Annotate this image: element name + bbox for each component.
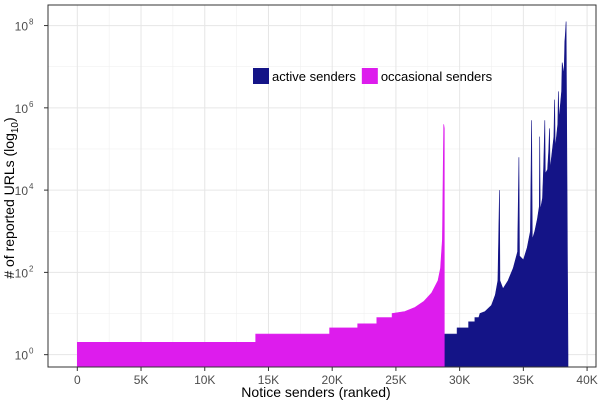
series-area-0 (444, 21, 569, 368)
x-tick-label: 35K (513, 373, 534, 387)
x-tick-label: 15K (258, 373, 279, 387)
y-tick-label: 10 (15, 102, 29, 116)
y-axis-label-subscript: 10 (10, 122, 21, 134)
legend-label-0: active senders (272, 69, 356, 84)
y-tick-exponent: 0 (29, 347, 34, 356)
x-axis-label: Notice senders (ranked) (241, 384, 390, 400)
x-tick-label: 40K (576, 373, 597, 387)
y-axis-label-end: ) (1, 117, 17, 122)
y-tick-exponent: 4 (29, 182, 34, 191)
y-tick-exponent: 2 (29, 264, 34, 273)
y-tick-label: 10 (15, 266, 29, 280)
legend-swatch-1 (361, 68, 378, 84)
series-area-1 (77, 124, 445, 368)
x-tick-label: 20K (322, 373, 343, 387)
y-tick-exponent: 6 (29, 100, 34, 109)
legend-label-1: occasional senders (381, 69, 493, 84)
legend-swatch-0 (253, 68, 269, 84)
x-tick-label: 0 (74, 373, 81, 387)
y-tick-label: 10 (15, 184, 29, 198)
y-axis-label: # of reported URLs (log10) (1, 117, 21, 278)
y-tick-exponent: 8 (29, 18, 34, 27)
x-tick-label: 25K (385, 373, 406, 387)
y-axis-label-main: # of reported URLs (log (1, 133, 17, 279)
legend: active senders occasional senders (253, 68, 493, 84)
x-tick-label: 30K (449, 373, 470, 387)
y-tick-label: 10 (15, 349, 29, 363)
series-layer (77, 21, 569, 368)
y-tick-label: 10 (15, 20, 29, 34)
x-tick-label: 10K (194, 373, 215, 387)
plot-border (47, 4, 597, 368)
x-tick-label: 5K (134, 373, 149, 387)
